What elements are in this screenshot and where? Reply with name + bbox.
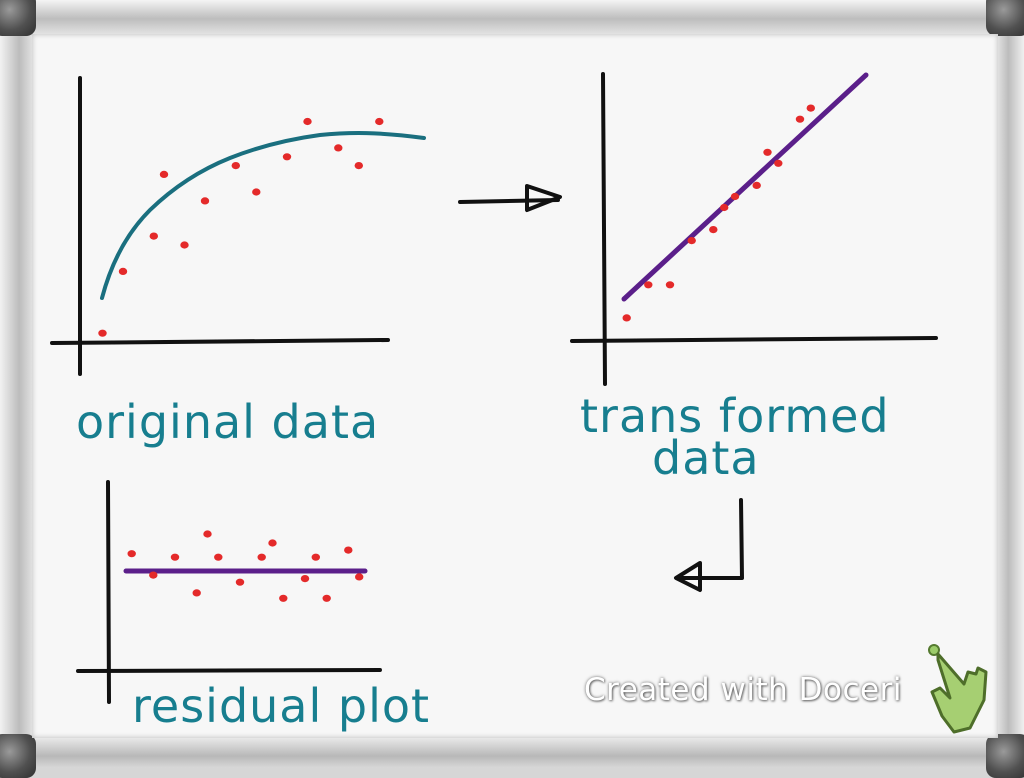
original-data-plot [50, 76, 426, 376]
residual-point [322, 594, 331, 602]
original-point [303, 117, 312, 126]
original-point [180, 241, 189, 249]
transformed-data-label-line2: data [652, 431, 760, 485]
transformed-point [752, 181, 761, 189]
original-point [159, 170, 169, 178]
original-point [252, 188, 261, 196]
residual-point [268, 539, 277, 547]
residual-x-axis [76, 668, 382, 673]
frame-bottom-rail [0, 738, 1024, 768]
original-x-axis [50, 338, 390, 345]
residual-point [127, 550, 136, 558]
transformed-data-plot [570, 72, 938, 386]
frame-top-rail [0, 0, 1024, 34]
transformed-fit-line [621, 72, 869, 302]
residual-y-axis [106, 480, 111, 704]
residual-point [149, 571, 158, 579]
residual-plot [76, 480, 382, 704]
pointing-hand-icon [928, 644, 988, 734]
transformed-point [687, 237, 696, 245]
residual-point [203, 530, 212, 538]
corner-top-left [0, 0, 36, 36]
created-with-doceri-watermark: Created with Doceri [584, 672, 902, 708]
transformed-point [622, 314, 631, 322]
transformed-point [763, 148, 772, 156]
residual-point [235, 578, 245, 586]
original-data-label: original data [76, 395, 379, 449]
original-point [200, 197, 210, 205]
frame-right-rail [998, 0, 1024, 768]
residual-point [344, 546, 353, 554]
transformed-point [795, 115, 805, 123]
transformed-x-axis [570, 336, 938, 343]
transformed-y-axis [601, 72, 607, 386]
residual-point [192, 589, 201, 597]
transformed-point [644, 281, 653, 289]
transformed-point [774, 159, 783, 167]
residual-plot-label: residual plot [132, 679, 430, 733]
transformed-data-label-line1: trans formed [580, 389, 890, 443]
residual-point [300, 575, 310, 583]
corner-top-right [986, 0, 1024, 36]
residual-point [311, 553, 320, 561]
residual-point [257, 553, 266, 561]
whiteboard-surface [32, 34, 998, 738]
original-point [354, 162, 363, 170]
original-point [375, 117, 384, 126]
original-point [282, 153, 292, 161]
right-arrow [458, 184, 562, 212]
original-point [231, 162, 240, 170]
transformed-point [720, 203, 729, 212]
original-point [118, 267, 128, 275]
original-point [149, 232, 158, 240]
residual-point [214, 553, 223, 561]
transformed-point [709, 226, 718, 234]
residual-point [279, 594, 288, 602]
transformed-point [665, 281, 675, 289]
original-fit-curve [100, 131, 426, 300]
residual-point [170, 553, 180, 561]
frame-left-rail [0, 0, 32, 768]
original-point [334, 144, 343, 152]
residual-point [355, 573, 364, 581]
return-arrow [674, 498, 744, 592]
transformed-point [730, 192, 740, 201]
transformed-point [806, 104, 815, 112]
original-point [98, 329, 107, 337]
